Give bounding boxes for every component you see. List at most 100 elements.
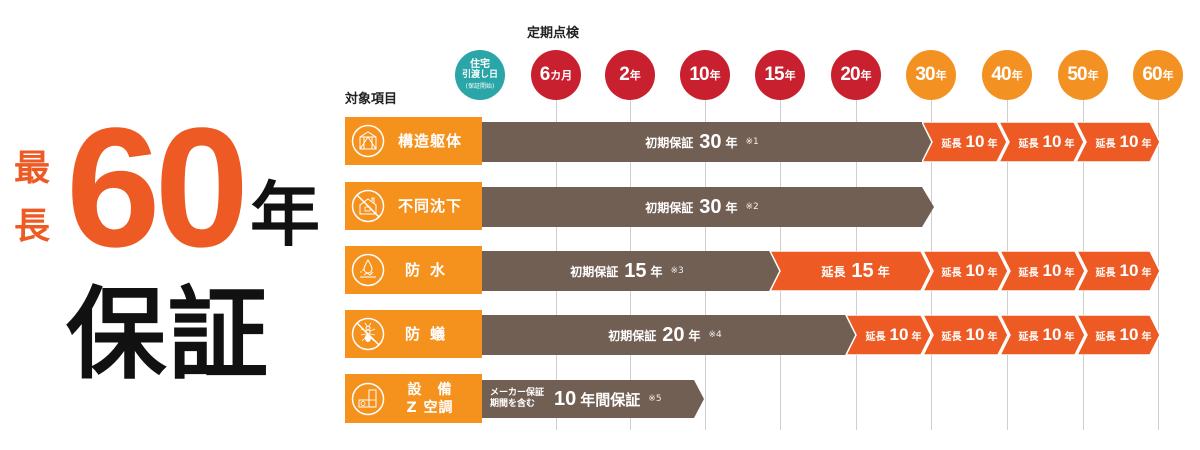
- bar-years: 10: [1042, 261, 1062, 280]
- bar-years: 10: [889, 325, 909, 344]
- bar-unit: 年: [987, 331, 998, 343]
- bar-unit: 年: [688, 328, 701, 343]
- bar-note: ※1: [745, 137, 759, 147]
- bar-years: 20: [662, 323, 685, 346]
- initial-warranty-bar-bg: [482, 380, 704, 418]
- milestone-20-years: 20 年: [831, 50, 881, 100]
- bar-years: 15: [624, 259, 647, 282]
- bar-years: 10: [1042, 132, 1062, 151]
- milestone-num: 50: [1067, 64, 1087, 85]
- equipment-aircon-icon: [351, 382, 385, 415]
- initial-warranty-bar-settlement: 初期保証 30 年 ※2: [482, 187, 922, 227]
- bar-years: 30: [699, 130, 722, 153]
- row-label-line2: Z 空調: [406, 399, 454, 416]
- row-label-char: 蟻: [430, 325, 456, 343]
- row-label-line1: 設 備: [407, 381, 453, 398]
- headline-number: 60: [66, 93, 249, 283]
- bar-years: 15: [851, 259, 874, 282]
- periodic-inspection-label: 定期点検: [527, 26, 580, 41]
- milestone-unit: 年: [709, 69, 721, 82]
- bar-label: 延長: [941, 267, 962, 279]
- headline-suffix: 保証: [66, 276, 270, 393]
- extension-bar: 延長 10 年: [1009, 251, 1084, 291]
- waterproof-bars-bg: [482, 251, 1161, 291]
- water-drop-icon: [351, 253, 385, 287]
- milestone-handover-line3: (保証開始): [465, 82, 495, 90]
- row-label-text: 防蟻: [395, 325, 465, 343]
- milestone-15-years: 15 年: [755, 50, 805, 100]
- initial-warranty-bar-termite: 初期保証 20 年 ※4: [482, 315, 848, 355]
- no-termite-icon: [351, 317, 385, 351]
- milestone-unit: カ月: [550, 69, 573, 82]
- milestone-unit: 年: [629, 69, 641, 82]
- bar-years: 10: [965, 132, 985, 151]
- bar-unit: 年: [1064, 138, 1075, 150]
- extension-bar: 延長 10 年: [1009, 122, 1084, 162]
- row-label-waterproofing: 防水: [345, 246, 482, 294]
- row-label-termite: 防蟻: [345, 310, 482, 358]
- milestone-num: 40: [991, 64, 1011, 85]
- bar-label: 延長: [941, 138, 962, 150]
- milestone-handover: 住宅 引渡し日 (保証開始): [455, 50, 505, 100]
- bar-unit: 年: [725, 200, 738, 215]
- milestone-6-months: 6 カ月: [531, 50, 581, 100]
- row-label-char: 防: [404, 325, 430, 343]
- bar-unit: 年: [877, 264, 890, 279]
- bar-unit: 年: [987, 267, 998, 279]
- bar-note: ※5: [648, 394, 662, 404]
- bar-label: 延長: [1095, 138, 1116, 150]
- row-label-text: 構造躯体: [397, 132, 462, 150]
- timeline-gridline: [1158, 96, 1159, 430]
- bar-unit: 年: [725, 135, 738, 150]
- bar-unit: 年: [1141, 138, 1152, 150]
- bar-years: 10: [1119, 132, 1139, 151]
- milestone-num: 20: [840, 64, 860, 85]
- extension-bar: 延長 10 年: [932, 315, 1007, 355]
- bar-unit: 年: [1141, 267, 1152, 279]
- milestone-unit: 年: [784, 69, 796, 82]
- headline-unit: 年: [250, 174, 320, 256]
- milestone-unit: 年: [935, 69, 947, 82]
- row-label-text: 防水: [395, 261, 465, 279]
- bar-unit: 年: [987, 138, 998, 150]
- extension-bar: 延長 10 年: [856, 315, 931, 355]
- bar-label: 初期保証: [608, 328, 657, 343]
- bar-unit: 年: [650, 264, 663, 279]
- milestone-10-years: 10 年: [680, 50, 730, 100]
- milestone-num: 6: [539, 64, 551, 85]
- bar-label: 延長: [1095, 267, 1116, 279]
- milestone-unit: 年: [1162, 69, 1174, 82]
- row-label-structure: 構造躯体: [345, 117, 482, 165]
- milestone-num: 60: [1142, 64, 1162, 85]
- extension-bars-bg: [922, 122, 1161, 162]
- bar-unit: 年間保証: [580, 390, 641, 409]
- milestone-num: 2: [619, 64, 630, 85]
- maker-warranty-line1: メーカー保証: [490, 388, 545, 398]
- bar-years: 10: [965, 261, 985, 280]
- bar-label: 延長: [865, 331, 886, 343]
- milestone-40-years: 40 年: [982, 50, 1032, 100]
- bar-years: 10: [1119, 261, 1139, 280]
- bar-note: ※3: [670, 266, 684, 276]
- bar-years: 10: [1119, 325, 1139, 344]
- bar-unit: 年: [1064, 267, 1075, 279]
- house-frame-icon: [351, 124, 385, 158]
- row-label-char: 防: [404, 261, 430, 279]
- milestone-50-years: 50 年: [1058, 50, 1108, 100]
- extension-bar: 延長 10 年: [1086, 315, 1161, 355]
- maker-warranty-line2: 期間を含む: [490, 399, 536, 409]
- extension-bar: 延長 10 年: [1086, 251, 1161, 291]
- bar-years: 10: [554, 387, 577, 410]
- bar-label: 延長: [1018, 138, 1039, 150]
- extension-bar: 延長 10 年: [1086, 122, 1161, 162]
- initial-warranty-bar-structure: 初期保証 30 年 ※1: [482, 122, 922, 162]
- bar-unit: 年: [911, 331, 922, 343]
- bar-label: 初期保証: [645, 135, 694, 150]
- milestone-handover-line2: 引渡し日: [461, 69, 498, 80]
- initial-warranty-bar-equipment: メーカー保証 期間を含む 10 年間保証 ※5: [482, 380, 696, 418]
- milestone-num: 10: [689, 64, 709, 85]
- bar-unit: 年: [1141, 331, 1152, 343]
- headline-prefix: 最長: [14, 148, 51, 247]
